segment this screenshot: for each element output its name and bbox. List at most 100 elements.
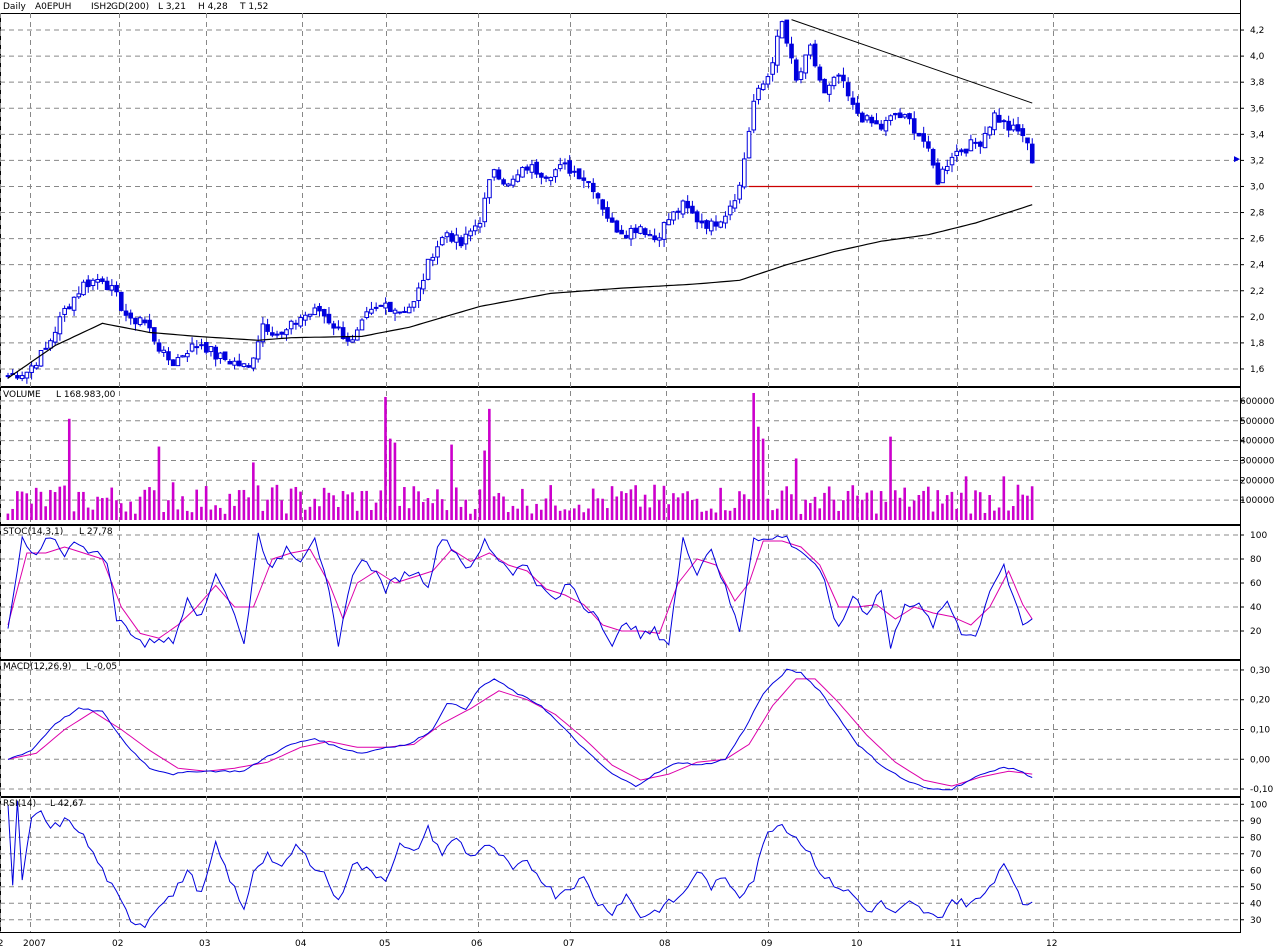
price-candle [170, 359, 176, 367]
price-candle [57, 316, 63, 335]
price-candle [24, 371, 30, 379]
volume-bar [596, 498, 600, 520]
volume-bar [341, 491, 345, 520]
y-tick-label: 60 [1250, 866, 1262, 876]
price-candle [609, 217, 615, 223]
volume-bar [77, 491, 80, 520]
header-period: Daily [3, 2, 26, 12]
price-candle [62, 307, 67, 315]
stoch-value: L 27,78 [79, 527, 113, 537]
price-candle [860, 112, 865, 123]
price-candle [831, 76, 837, 87]
y-tick-label: 600000 [1240, 397, 1275, 407]
y-tick-label: 50 [1250, 883, 1262, 893]
price-candle [973, 141, 978, 144]
price-candle [562, 162, 568, 165]
header-symbol: A0EPUH [35, 2, 71, 12]
price-candle [175, 357, 181, 367]
price-candle [435, 246, 440, 258]
price-candle [43, 347, 49, 350]
price-candle [916, 132, 922, 137]
volume-bar [643, 494, 647, 520]
volume-bar [388, 438, 392, 520]
volume-bar [464, 499, 468, 520]
price-candle [425, 258, 431, 280]
macd-signal-line [7, 678, 1033, 787]
price-candle [38, 350, 44, 367]
volume-bar [766, 498, 770, 520]
price-candle [95, 278, 100, 283]
month-label: 03 [199, 939, 210, 949]
volume-bar [370, 509, 373, 520]
volume-bar [223, 513, 227, 520]
volume-bar [657, 500, 661, 520]
price-candle [590, 182, 596, 193]
price-candle [1015, 124, 1021, 132]
month-label: 10 [851, 939, 863, 949]
volume-bar [780, 490, 784, 520]
volume-bar [1002, 476, 1006, 520]
volume-bar [964, 476, 968, 520]
volume-bar [846, 490, 850, 520]
volume-bar [181, 496, 184, 520]
price-candle [987, 126, 993, 136]
macd-label: MACD(12,26,9) [3, 662, 71, 672]
volume-bar [86, 507, 90, 520]
volume-bar [337, 506, 340, 520]
header-high: H 4,28 [198, 2, 228, 12]
volume-bar [516, 508, 519, 520]
volume-bar [856, 495, 859, 520]
price-candle [841, 74, 846, 82]
volume-bar [681, 493, 685, 520]
volume-bar [313, 498, 316, 520]
price-candle [359, 319, 365, 331]
price-candle [817, 66, 823, 81]
volume-bar [285, 513, 288, 520]
volume-bar [407, 508, 411, 520]
volume-bar [25, 493, 29, 520]
volume-bar [332, 495, 335, 520]
price-candle [104, 280, 110, 291]
price-candle [812, 43, 818, 67]
volume-bar [709, 508, 713, 520]
volume-bar [185, 510, 189, 520]
volume-bar [941, 503, 944, 520]
panel-frame-macd [0, 660, 1241, 797]
price-candle [694, 211, 700, 223]
price-candle [883, 120, 889, 132]
volume-bar [67, 418, 71, 520]
price-candle [671, 211, 676, 221]
price-candle [907, 113, 912, 120]
price-candle [48, 340, 53, 349]
volume-bar [809, 503, 812, 520]
volume-bar [167, 500, 170, 520]
price-candle [1006, 120, 1011, 131]
price-candle [789, 43, 794, 59]
price-candle [114, 284, 119, 293]
price-candle [203, 341, 209, 353]
volume-bar [591, 488, 595, 520]
volume-bar [903, 487, 906, 520]
price-candle [850, 97, 856, 105]
volume-bar [728, 510, 732, 520]
stoch-k-line [7, 532, 1033, 649]
volume-bar [742, 494, 746, 520]
price-candle [680, 200, 686, 215]
price-candle [406, 306, 412, 314]
volume-bar [860, 499, 864, 520]
volume-bar [629, 489, 633, 520]
volume-bar [440, 499, 444, 520]
y-tick-label: 2,6 [1250, 235, 1265, 245]
volume-bar [960, 492, 963, 520]
price-candle [595, 193, 601, 199]
volume-bar [483, 450, 486, 520]
volume-bar [738, 491, 741, 520]
price-candle [5, 375, 11, 378]
price-candle [798, 71, 804, 80]
volume-bar [506, 512, 510, 520]
volume-bar [355, 510, 359, 520]
volume-bar [615, 496, 619, 520]
volume-bar [771, 510, 774, 520]
price-candle [793, 59, 799, 81]
